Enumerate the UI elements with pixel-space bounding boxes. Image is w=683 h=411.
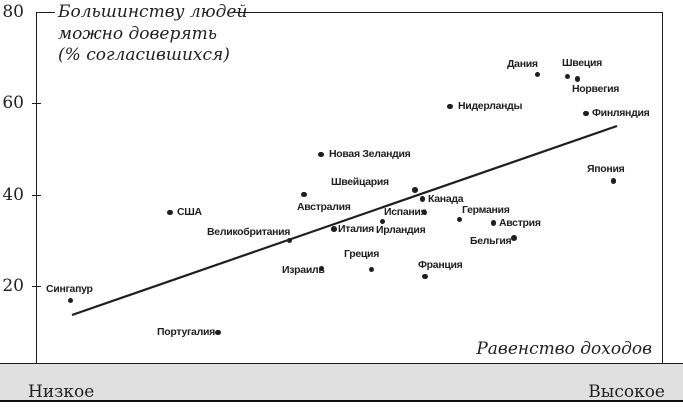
point-label: Канада bbox=[428, 193, 464, 205]
y-tick-20 bbox=[31, 285, 41, 287]
point-label: Норвегия bbox=[572, 82, 620, 95]
data-point bbox=[511, 235, 517, 241]
data-point bbox=[421, 209, 428, 216]
y-tick-60 bbox=[31, 102, 41, 104]
point-label: Великобритания bbox=[207, 226, 291, 238]
data-point bbox=[447, 103, 453, 110]
y-axis-label-20: 20 bbox=[2, 275, 24, 296]
point-label: Австрия bbox=[499, 217, 541, 229]
point-label: Испания bbox=[384, 205, 427, 218]
point-label: Нидерланды bbox=[458, 100, 523, 112]
point-label: Израиль bbox=[282, 263, 325, 276]
data-point bbox=[215, 329, 221, 336]
point-label: Дания bbox=[507, 57, 538, 70]
y-tick-40 bbox=[31, 194, 41, 196]
point-label: Португалия bbox=[157, 325, 215, 338]
data-point bbox=[422, 273, 428, 280]
data-point bbox=[301, 191, 307, 198]
data-point bbox=[318, 151, 324, 158]
y-axis-title-line-3: (% согласившихся) bbox=[58, 45, 230, 65]
x-axis-low-label: Низкое bbox=[28, 382, 95, 402]
y-axis-title-line-1: Большинству людей bbox=[58, 2, 248, 22]
data-point bbox=[67, 297, 74, 304]
y-axis-label-40: 40 bbox=[2, 184, 24, 205]
y-axis-title: Большинству людей можно доверять (% согл… bbox=[58, 2, 247, 67]
data-point bbox=[456, 216, 463, 223]
point-label: Швеция bbox=[562, 57, 602, 69]
data-point bbox=[331, 226, 337, 232]
top-border-right-segment bbox=[233, 11, 663, 13]
data-point bbox=[574, 76, 581, 82]
data-point bbox=[379, 218, 386, 225]
point-label: Ирландия bbox=[376, 223, 426, 236]
point-label: Австралия bbox=[297, 201, 351, 213]
data-point bbox=[583, 110, 589, 117]
point-label: Финляндия bbox=[592, 107, 650, 119]
right-axis-line bbox=[661, 12, 664, 380]
data-point bbox=[534, 71, 541, 78]
point-label: Франция bbox=[418, 258, 463, 271]
x-axis-high-label: Высокое bbox=[588, 382, 665, 402]
y-axis-title-line-2: можно доверять bbox=[58, 23, 217, 44]
data-point bbox=[167, 209, 173, 216]
x-axis-equality-band bbox=[0, 363, 683, 402]
point-label: Италия bbox=[338, 223, 374, 235]
top-border-left-segment bbox=[35, 11, 55, 13]
point-label: Новая Зеландия bbox=[329, 148, 411, 160]
point-label: США bbox=[177, 206, 202, 218]
data-point bbox=[419, 196, 426, 202]
point-label: Япония bbox=[587, 163, 625, 175]
data-point bbox=[564, 73, 571, 80]
x-axis-title: Равенство доходов bbox=[476, 339, 652, 359]
data-point bbox=[610, 178, 617, 184]
data-point bbox=[368, 266, 375, 273]
data-point bbox=[286, 237, 293, 244]
data-point bbox=[490, 220, 497, 226]
point-label: Швейцария bbox=[331, 175, 389, 188]
point-label: Сингапур bbox=[46, 283, 93, 295]
point-label: Германия bbox=[462, 204, 510, 216]
data-point bbox=[318, 265, 325, 272]
y-axis-label-80: 80 bbox=[2, 1, 24, 22]
left-axis-line bbox=[35, 12, 38, 380]
y-axis-label-60: 60 bbox=[2, 92, 24, 113]
data-point bbox=[412, 187, 418, 193]
point-label: Греция bbox=[344, 248, 380, 260]
point-label: Бельгия bbox=[470, 234, 512, 247]
